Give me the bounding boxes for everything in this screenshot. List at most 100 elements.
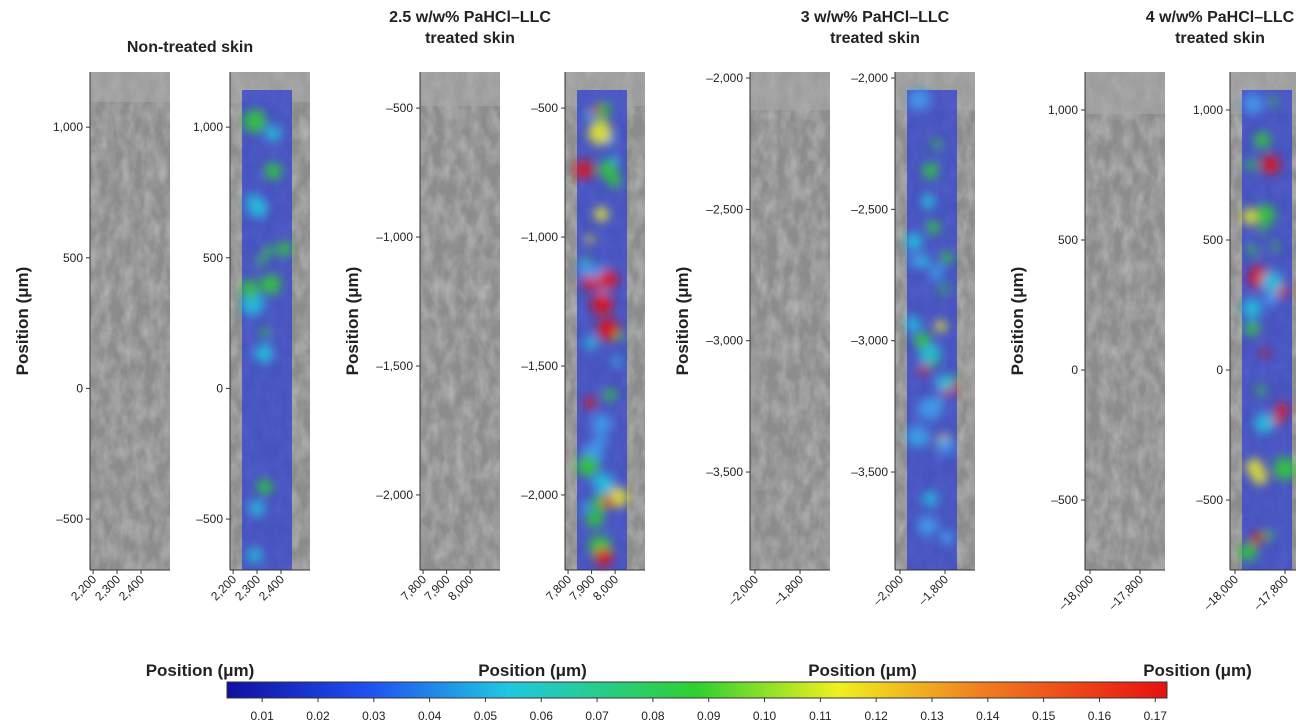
tissue-texture	[420, 72, 500, 570]
colorbar	[226, 681, 1168, 699]
y-tick-label: 500	[63, 251, 83, 265]
tissue-texture	[90, 72, 170, 570]
colorbar-tick-label: 0.09	[697, 709, 721, 723]
heat-blob	[1247, 245, 1258, 256]
colorbar-tick-label: 0.08	[641, 709, 665, 723]
x-tick-label: 7,900	[422, 572, 453, 603]
heat-blob	[1273, 457, 1296, 481]
image-top	[750, 72, 830, 110]
x-tick-label: 7,900	[567, 572, 598, 603]
colorbar-tick-label: 0.01	[250, 709, 274, 723]
heat-blob	[940, 251, 953, 264]
heat-blob	[1256, 385, 1266, 396]
panel-title: Non-treated skin	[127, 39, 253, 56]
heat-blob	[1241, 298, 1262, 319]
y-tick-label: 0	[216, 381, 223, 395]
image-top	[420, 72, 500, 106]
colorbar-tick-label: 0.12	[865, 709, 889, 723]
heat-blob	[576, 454, 599, 478]
heat-blob	[908, 88, 931, 111]
heat-blob	[1244, 320, 1260, 336]
panel-title: 4 w/w% PaHCl–LLC	[1146, 9, 1295, 26]
heat-blob	[935, 374, 953, 392]
x-tick-label: –18,000	[1201, 572, 1242, 613]
panel-title: treated skin	[425, 30, 515, 47]
heat-blob	[594, 548, 613, 567]
heat-blob	[921, 194, 936, 209]
heat-blob	[254, 343, 274, 363]
colorbar-tick-label: 0.04	[418, 709, 442, 723]
x-tick-label: 7,800	[398, 572, 429, 603]
heat-blob	[922, 162, 939, 179]
y-tick-label: –1,500	[521, 359, 558, 373]
y-tick-label: –500	[531, 101, 558, 115]
y-tick-label: –2,500	[706, 202, 743, 216]
heatmap-blobs	[1239, 93, 1296, 561]
heat-blob	[584, 397, 596, 409]
x-axis-label: Position (μm)	[808, 661, 917, 680]
y-tick-label: 1,000	[193, 120, 223, 134]
heat-blob	[240, 279, 260, 299]
panel-title: treated skin	[1175, 30, 1265, 47]
heatmap-blobs	[904, 88, 959, 545]
x-tick-label: –1,800	[770, 572, 806, 608]
y-axis-label: Position (μm)	[1008, 267, 1027, 376]
heat-blob	[257, 479, 273, 495]
panel-title: 3 w/w% PaHCl–LLC	[801, 9, 950, 26]
heat-blob	[1242, 209, 1259, 226]
heat-blob	[1263, 290, 1280, 306]
colorbar-tick-label: 0.03	[362, 709, 386, 723]
y-tick-label: –500	[196, 512, 223, 526]
heat-blob	[581, 502, 591, 512]
y-tick-label: –1,000	[521, 230, 558, 244]
heat-blob	[615, 332, 624, 341]
x-axis-label: Position (μm)	[1143, 661, 1252, 680]
heat-blob	[918, 364, 929, 375]
y-tick-label: 500	[1203, 233, 1223, 247]
colorbar-tick-label: 0.14	[976, 709, 1000, 723]
colorbar-tick-label: 0.06	[530, 709, 554, 723]
y-tick-label: –500	[386, 101, 413, 115]
heat-blob	[1260, 348, 1269, 358]
heat-blob	[585, 234, 595, 244]
x-axis-label: Position (μm)	[478, 661, 587, 680]
y-tick-label: 1,000	[1193, 103, 1223, 117]
colorbar-tick-label: 0.13	[920, 709, 944, 723]
x-tick-label: 2,200	[68, 572, 99, 603]
y-tick-label: –3,500	[851, 465, 888, 479]
heat-blob	[917, 397, 942, 421]
heat-blob	[1255, 204, 1276, 225]
heat-blob	[591, 292, 614, 316]
heat-blob	[602, 495, 614, 508]
x-axis-label: Position (μm)	[146, 661, 255, 680]
heat-blob	[1245, 159, 1257, 170]
x-tick-label: 8,000	[590, 572, 621, 603]
heat-blob	[243, 109, 267, 133]
heatmap-blobs	[574, 102, 629, 567]
heat-blob	[922, 491, 938, 507]
y-tick-label: –2,000	[706, 71, 743, 85]
heat-blob	[904, 232, 923, 251]
y-tick-label: 500	[1058, 233, 1078, 247]
y-tick-label: –2,000	[521, 488, 558, 502]
heat-blob	[607, 174, 622, 188]
y-tick-label: –3,000	[851, 334, 888, 348]
heat-blob	[1261, 155, 1281, 174]
heat-blob	[917, 515, 938, 537]
colorbar-tick-label: 0.05	[474, 709, 498, 723]
y-tick-label: –2,000	[376, 488, 413, 502]
heat-blob	[597, 269, 618, 290]
heat-blob	[596, 318, 620, 341]
y-tick-label: 1,000	[53, 120, 83, 134]
heat-blob	[276, 241, 292, 257]
x-tick-label: –2,000	[870, 572, 906, 608]
heat-blob	[905, 316, 921, 332]
heat-blob	[264, 125, 281, 142]
tissue-texture	[1085, 72, 1165, 570]
colorbar-tick-label: 0.10	[753, 709, 777, 723]
x-tick-label: –1,800	[915, 572, 951, 608]
heat-blob	[598, 160, 618, 179]
heat-blob	[249, 500, 265, 517]
heat-blob	[1245, 458, 1264, 476]
